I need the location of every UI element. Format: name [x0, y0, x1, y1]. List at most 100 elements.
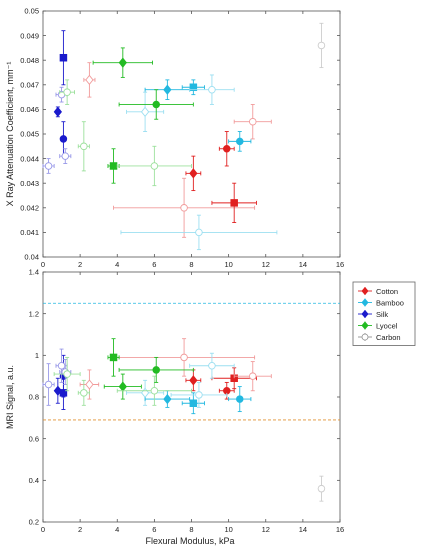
circle-marker — [152, 366, 160, 374]
diamond-marker — [53, 106, 62, 118]
y-tick-label: 1.4 — [29, 268, 39, 277]
diamond-marker — [85, 74, 94, 86]
legend-marker — [361, 309, 369, 319]
data-point-cotton — [233, 104, 272, 140]
y-tick-label: 0.049 — [20, 31, 39, 40]
x-tick-label: 12 — [262, 260, 270, 269]
circle-marker — [80, 389, 88, 397]
data-point-silk — [59, 30, 68, 86]
data-point-bamboo — [144, 390, 191, 408]
data-point-cotton — [233, 361, 272, 392]
diamond-marker — [85, 379, 94, 390]
circle-marker — [317, 41, 326, 50]
circle-marker — [59, 135, 68, 143]
x-tick-label: 2 — [78, 260, 82, 269]
diamond-marker — [189, 168, 198, 179]
square-marker — [189, 399, 198, 408]
x-tick-label: 8 — [189, 525, 193, 534]
data-point-lyocel — [92, 47, 153, 78]
data-point-bamboo — [189, 74, 235, 105]
data-point-cotton — [113, 177, 256, 238]
circle-marker — [180, 353, 188, 362]
x-tick-label: 16 — [336, 260, 344, 269]
circle-marker — [236, 395, 244, 403]
legend-marker — [361, 298, 369, 307]
y-tick-label: 0.047 — [20, 81, 39, 90]
data-point-cotton — [83, 62, 96, 98]
diamond-marker — [189, 375, 198, 386]
y-tick-label: 1.2 — [29, 309, 39, 318]
y-tick-label: 0.042 — [20, 204, 39, 213]
data-point-lyocel — [118, 356, 194, 383]
diamond-marker — [163, 84, 172, 95]
data-point-cotton — [218, 381, 235, 400]
y-tick-label: 0.045 — [20, 130, 39, 139]
diamond-marker — [163, 393, 172, 405]
data-point-lyocel — [53, 356, 81, 392]
circle-marker — [150, 162, 159, 170]
y-tick-label: 0.041 — [20, 228, 39, 237]
diamond-marker — [140, 106, 150, 118]
data-point-bamboo — [120, 214, 278, 251]
legend-item: Cotton — [358, 287, 398, 296]
y-tick-label: 0.046 — [20, 105, 39, 114]
circle-marker — [63, 370, 71, 378]
x-tick-label: 0 — [41, 525, 45, 534]
data-point-cotton — [211, 367, 257, 390]
legend-label: Silk — [376, 310, 388, 319]
data-point-lyocel — [77, 379, 90, 406]
circle-marker — [44, 162, 53, 170]
plot-frame — [42, 271, 341, 523]
y-tick-label: 1 — [35, 351, 39, 360]
x-tick-label: 6 — [152, 525, 156, 534]
data-point-carbon — [317, 22, 326, 69]
x-tick-label: 10 — [224, 525, 232, 534]
data-point-bamboo — [181, 392, 205, 415]
y-tick-label: 0.04 — [24, 253, 39, 262]
y-tick-label: 0.4 — [29, 476, 39, 485]
data-point-bamboo — [126, 91, 165, 132]
data-point-lyocel — [107, 338, 120, 377]
x-tick-label: 10 — [224, 260, 232, 269]
legend-item: Lyocel — [358, 321, 398, 330]
data-point-silk — [59, 148, 72, 164]
legend-item: Silk — [358, 310, 388, 319]
circle-marker — [57, 362, 66, 370]
x-axis-label: Flexural Modulus, kPa — [145, 536, 234, 546]
data-point-lyocel — [116, 145, 192, 187]
data-point-bamboo — [189, 352, 235, 379]
legend-label: Carbon — [376, 333, 401, 342]
x-tick-label: 2 — [78, 525, 82, 534]
circle-marker — [61, 152, 70, 160]
circle-marker — [249, 117, 257, 126]
data-point-carbon — [317, 475, 326, 502]
square-marker — [109, 353, 118, 362]
data-point-bamboo — [228, 386, 252, 413]
square-marker — [230, 199, 238, 207]
data-point-bamboo — [181, 79, 205, 96]
legend-label: Cotton — [376, 287, 398, 296]
circle-marker — [236, 137, 244, 146]
square-marker — [109, 162, 118, 170]
plot-frame — [42, 10, 341, 258]
y-axis-label: MRI Signal, a.u. — [5, 365, 15, 429]
circle-marker — [80, 142, 88, 151]
legend-item: Bamboo — [358, 298, 404, 307]
circle-marker — [44, 380, 53, 389]
data-point-lyocel — [103, 373, 142, 400]
circle-marker — [223, 145, 231, 153]
circle-marker — [317, 484, 326, 493]
data-point-silk — [53, 106, 62, 118]
x-tick-label: 14 — [299, 260, 307, 269]
x-tick-label: 8 — [189, 260, 193, 269]
legend-marker — [361, 333, 369, 341]
y-axis-label: X Ray Attenuation Coefficient, mm⁻¹ — [5, 62, 15, 207]
x-tick-label: 16 — [336, 525, 344, 534]
y-tick-label: 0.048 — [20, 56, 39, 65]
data-point-cotton — [218, 131, 235, 167]
data-point-bamboo — [228, 131, 252, 152]
data-point-cotton — [211, 182, 257, 224]
circle-marker — [195, 228, 203, 237]
data-point-silk — [42, 363, 55, 406]
